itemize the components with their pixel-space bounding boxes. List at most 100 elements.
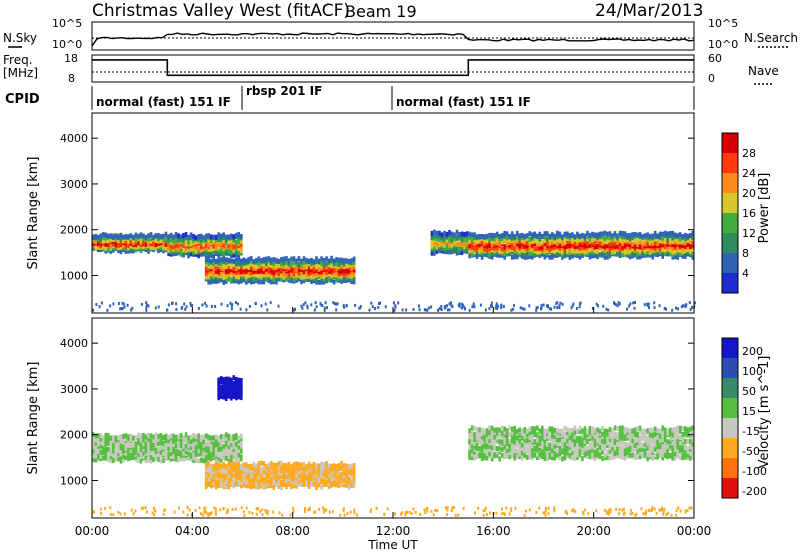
echo-cell (629, 302, 632, 306)
echo-cell (172, 449, 175, 455)
echo-cell (505, 428, 509, 434)
echo-cell (528, 426, 532, 432)
echo-cell (691, 425, 695, 431)
echo-cell (618, 512, 621, 516)
echo-cell (505, 433, 509, 439)
echo-cell (245, 479, 248, 485)
echo-cell (212, 472, 215, 478)
echo-cell (219, 454, 223, 460)
echo-cell (139, 433, 143, 439)
echo-cell (656, 252, 659, 258)
echo-cell (214, 305, 217, 308)
echo-cell (323, 508, 326, 512)
echo-cell (473, 444, 476, 450)
echo-cell (337, 268, 341, 274)
echo-cell (485, 447, 489, 453)
echo-cell (606, 443, 609, 449)
echo-cell (142, 450, 145, 456)
echo-cell (235, 457, 238, 463)
echo-cell (305, 257, 308, 263)
echo-cell (666, 449, 669, 455)
echo-cell (240, 378, 243, 384)
echo-cell (455, 235, 459, 240)
echo-cell (164, 441, 168, 447)
echo-cell (235, 387, 238, 393)
echo-cell (257, 261, 261, 267)
echo-cell (237, 458, 241, 464)
echo-cell (154, 442, 158, 448)
echo-cell (275, 481, 278, 487)
echo-cell (404, 513, 407, 517)
echo-cell (197, 441, 200, 447)
echo-cell (400, 512, 402, 516)
echo-cell (523, 243, 526, 249)
nave-label: Nave (748, 64, 779, 78)
echo-cell (129, 452, 133, 458)
echo-cell (325, 256, 328, 262)
echo-cell (332, 258, 336, 264)
echo-cell (287, 272, 291, 278)
echo-cell (448, 241, 451, 247)
echo-cell (653, 251, 657, 257)
echo-cell (518, 252, 521, 258)
echo-cell (528, 250, 532, 256)
echo-cell (663, 247, 667, 253)
echo-cell (144, 448, 148, 454)
echo-cell (495, 435, 499, 441)
echo-cell (671, 242, 674, 248)
echo-cell (397, 301, 400, 305)
echo-cell (140, 302, 143, 306)
echo-cell (127, 248, 130, 254)
echo-cell (315, 259, 318, 265)
echo-cell (531, 443, 534, 449)
echo-cell (453, 232, 456, 238)
echo-cell (345, 258, 348, 264)
echo-cell (124, 234, 128, 240)
echo-cell (468, 444, 471, 450)
echo-cell (154, 455, 158, 461)
echo-cell (235, 462, 238, 468)
echo-cell (285, 481, 288, 487)
echo-cell (209, 246, 213, 252)
echo-cell (199, 448, 203, 454)
echo-cell (92, 308, 94, 312)
echo-cell (102, 441, 105, 447)
echo-cell (169, 447, 173, 453)
echo-cell (598, 452, 602, 458)
echo-cell (586, 445, 589, 451)
echo-cell (250, 484, 253, 490)
echo-cell (505, 454, 509, 459)
echo-cell (345, 303, 348, 307)
echo-cell (500, 233, 504, 239)
echo-cell (209, 253, 213, 259)
echo-cell (430, 230, 434, 236)
echo-cell (267, 462, 271, 468)
echo-cell (204, 436, 208, 442)
echo-cell (350, 270, 353, 276)
echo-cell (174, 443, 178, 449)
echo-cell (315, 276, 318, 282)
echo-cell (581, 428, 584, 434)
echo-cell (277, 473, 281, 479)
echo-cell (518, 248, 521, 254)
echo-cell (335, 464, 338, 469)
echo-cell (224, 469, 228, 475)
echo-cell (641, 452, 644, 458)
echo-cell (485, 435, 489, 440)
echo-cell (608, 512, 610, 516)
echo-cell (524, 509, 527, 513)
echo-cell (638, 244, 642, 250)
echo-cell (224, 446, 228, 452)
echo-cell (383, 512, 386, 516)
echo-cell (508, 251, 511, 256)
echo-cell (538, 236, 542, 242)
echo-cell (603, 238, 607, 244)
echo-cell (345, 481, 348, 487)
echo-cell (575, 307, 578, 310)
echo-cell (691, 230, 695, 236)
echo-cell (613, 249, 617, 255)
echo-cell (169, 232, 173, 238)
echo-cell (245, 308, 248, 312)
echo-cell (482, 509, 485, 513)
